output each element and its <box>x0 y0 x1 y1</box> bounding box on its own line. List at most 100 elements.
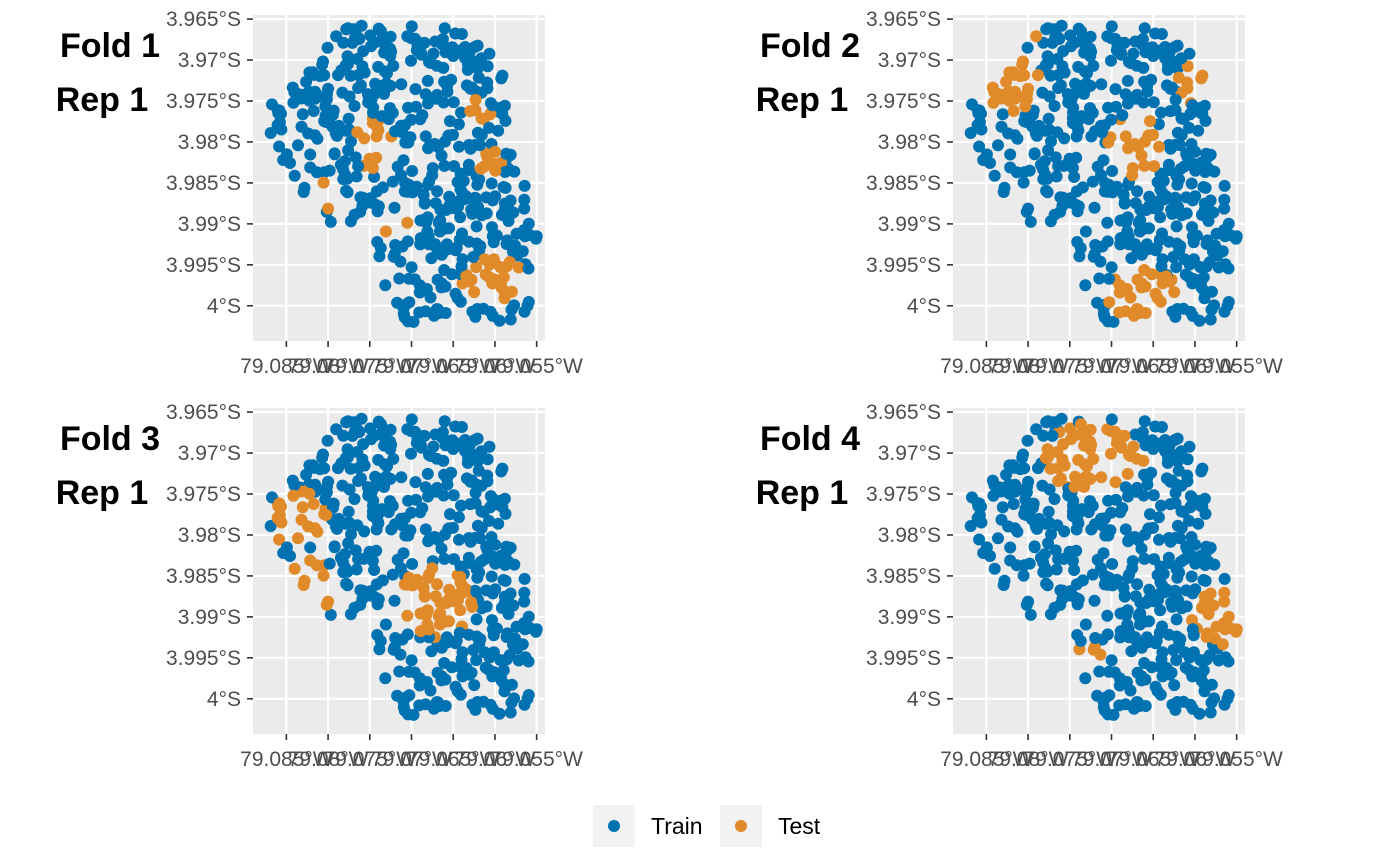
facet-label-fold: Fold 4 <box>760 420 860 458</box>
train-point <box>1222 655 1235 668</box>
train-point <box>1101 216 1114 229</box>
train-point <box>1174 555 1187 568</box>
train-point <box>316 451 329 464</box>
test-point <box>1115 441 1128 454</box>
train-point <box>1162 235 1175 248</box>
train-point <box>440 45 453 58</box>
test-point <box>1230 623 1243 636</box>
test-point <box>1003 94 1016 107</box>
test-point <box>470 261 483 274</box>
train-point <box>987 489 1000 502</box>
train-point <box>409 476 422 489</box>
train-point <box>1189 583 1202 596</box>
y-tick-label: 3.995°S <box>166 647 241 670</box>
train-point <box>1072 60 1085 73</box>
y-tick-label: 3.99°S <box>878 606 941 629</box>
train-point <box>1070 544 1083 557</box>
train-point <box>426 169 439 182</box>
train-point <box>1155 421 1168 433</box>
train-point <box>1160 472 1173 485</box>
x-tick-label: 79.065°W <box>407 748 500 771</box>
train-point <box>995 513 1008 526</box>
train-point <box>348 100 361 112</box>
train-point <box>1141 478 1154 491</box>
train-point <box>1105 413 1118 426</box>
train-point <box>1138 415 1151 428</box>
test-point <box>512 261 525 274</box>
train-point <box>492 517 505 530</box>
train-point <box>1046 36 1059 49</box>
train-point <box>436 33 449 46</box>
train-point <box>996 501 1009 514</box>
train-point <box>447 489 460 502</box>
train-point <box>1168 56 1181 69</box>
train-point <box>1091 689 1104 702</box>
train-point <box>1062 489 1075 502</box>
x-tick-label: 79.08°W <box>988 748 1069 771</box>
train-point <box>1126 562 1139 575</box>
train-point <box>1155 260 1168 273</box>
train-point <box>391 689 404 702</box>
train-point <box>1003 487 1016 500</box>
train-point <box>371 598 384 611</box>
train-point <box>1079 618 1092 631</box>
train-point <box>1203 256 1216 269</box>
y-tick-label: 3.97°S <box>878 49 941 72</box>
train-point <box>1222 217 1235 230</box>
train-point <box>1199 181 1212 194</box>
train-point <box>1102 178 1115 191</box>
train-point <box>329 127 342 140</box>
train-point <box>964 520 977 532</box>
train-point <box>437 61 450 74</box>
test-point <box>1160 270 1173 283</box>
train-point <box>489 190 502 203</box>
train-point <box>530 623 543 636</box>
train-point <box>1183 440 1196 453</box>
train-point <box>349 544 362 557</box>
train-point <box>1167 251 1180 263</box>
train-point <box>1172 464 1185 477</box>
test-point <box>1222 610 1235 623</box>
train-point <box>468 679 481 692</box>
train-point <box>368 171 381 183</box>
train-point <box>505 696 518 709</box>
y-tick-label: 3.98°S <box>178 524 241 547</box>
train-point <box>1116 502 1129 515</box>
x-tick-label: 79.06°W <box>455 355 536 378</box>
train-point <box>348 208 361 221</box>
legend-label-train: Train <box>651 813 703 839</box>
train-point <box>1189 557 1202 570</box>
train-point <box>450 241 463 254</box>
test-point <box>287 489 300 502</box>
train-point <box>1203 649 1216 662</box>
test-point <box>1196 69 1209 82</box>
train-point <box>280 541 293 554</box>
train-point <box>1041 579 1054 592</box>
train-point <box>1166 305 1179 318</box>
train-point <box>1016 451 1029 464</box>
train-point <box>518 202 531 215</box>
facet-label-fold: Fold 1 <box>60 27 160 65</box>
train-point <box>405 413 418 426</box>
train-point <box>386 175 399 188</box>
train-point <box>508 165 521 178</box>
train-point <box>1084 495 1096 508</box>
train-point <box>1037 556 1050 569</box>
train-point <box>1022 595 1035 608</box>
train-point <box>375 25 387 38</box>
train-point <box>462 628 475 641</box>
train-point <box>1078 85 1091 98</box>
train-point <box>1198 677 1211 690</box>
train-point <box>433 225 446 238</box>
train-point <box>339 59 352 71</box>
train-point <box>403 272 415 285</box>
train-point <box>1105 113 1118 126</box>
train-point <box>1130 485 1143 498</box>
train-point <box>379 672 392 685</box>
train-point <box>1106 558 1119 570</box>
train-point <box>1171 126 1184 139</box>
train-point <box>352 475 365 487</box>
train-point <box>356 60 369 73</box>
train-point <box>445 466 458 479</box>
train-point <box>389 632 402 644</box>
